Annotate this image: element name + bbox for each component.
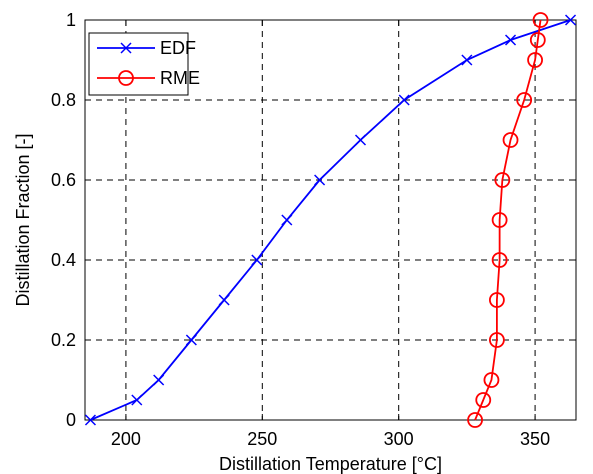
data-point-edf — [185, 334, 197, 346]
data-point-rme — [532, 12, 549, 28]
legend-box — [88, 32, 189, 96]
legend-label-edf: EDF — [160, 38, 196, 58]
data-point-rme — [491, 212, 508, 228]
legend-marker-edf — [120, 42, 132, 54]
data-point-edf — [314, 174, 326, 186]
data-point-rme — [483, 372, 500, 388]
data-point-rme — [475, 392, 492, 408]
x-tick-label: 300 — [384, 429, 414, 449]
data-point-rme — [529, 32, 546, 48]
data-point-edf — [505, 34, 517, 46]
y-tick-label: 0.2 — [51, 330, 76, 350]
data-point-edf — [398, 94, 410, 106]
y-tick-label: 0.6 — [51, 170, 76, 190]
legend-marker-rme — [118, 70, 134, 86]
legend-label-rme: RME — [160, 68, 200, 88]
y-tick-label: 0.8 — [51, 90, 76, 110]
ticks: 200 250 300 350 0 0.2 0.4 0.6 0.8 1 — [51, 10, 576, 449]
legend-entry-rme: RME — [97, 68, 200, 88]
data-point-edf — [251, 254, 263, 266]
x-tick-label: 200 — [111, 429, 141, 449]
legend-marker-glyph — [120, 42, 132, 54]
data-point-rme — [502, 132, 519, 148]
data-point-edf — [131, 394, 143, 406]
y-axis-label: Distillation Fraction [-] — [13, 133, 33, 306]
y-tick-label: 1 — [66, 10, 76, 30]
series-rme — [467, 12, 549, 428]
data-point-rme — [527, 52, 543, 68]
x-tick-label: 350 — [520, 429, 550, 449]
y-tick-label: 0 — [66, 410, 76, 430]
series-edf — [84, 14, 577, 426]
x-axis-label: Distillation Temperature [°C] — [219, 454, 442, 474]
y-tick-label: 0.4 — [51, 250, 76, 270]
data-point-rme — [516, 92, 533, 108]
legend-entry-edf: EDF — [97, 38, 196, 58]
data-point-rme — [491, 252, 508, 268]
data-point-rme — [488, 292, 505, 308]
data-point-edf — [354, 134, 367, 146]
grid — [85, 20, 576, 420]
plot-frame — [84, 19, 577, 421]
data-point-edf — [565, 14, 577, 26]
data-point-edf — [461, 54, 473, 66]
data-point-rme — [488, 332, 505, 348]
data-point-rme — [467, 412, 483, 428]
data-point-edf — [218, 294, 230, 306]
legend-marker-glyph — [118, 70, 134, 86]
x-tick-label: 250 — [247, 429, 277, 449]
legend: EDF RME — [88, 32, 200, 96]
data-point-edf — [281, 214, 293, 226]
series — [84, 12, 577, 428]
series-line-rme — [474, 19, 542, 421]
data-point-edf — [153, 374, 165, 386]
data-point-rme — [494, 172, 511, 188]
data-point-edf — [84, 414, 96, 426]
